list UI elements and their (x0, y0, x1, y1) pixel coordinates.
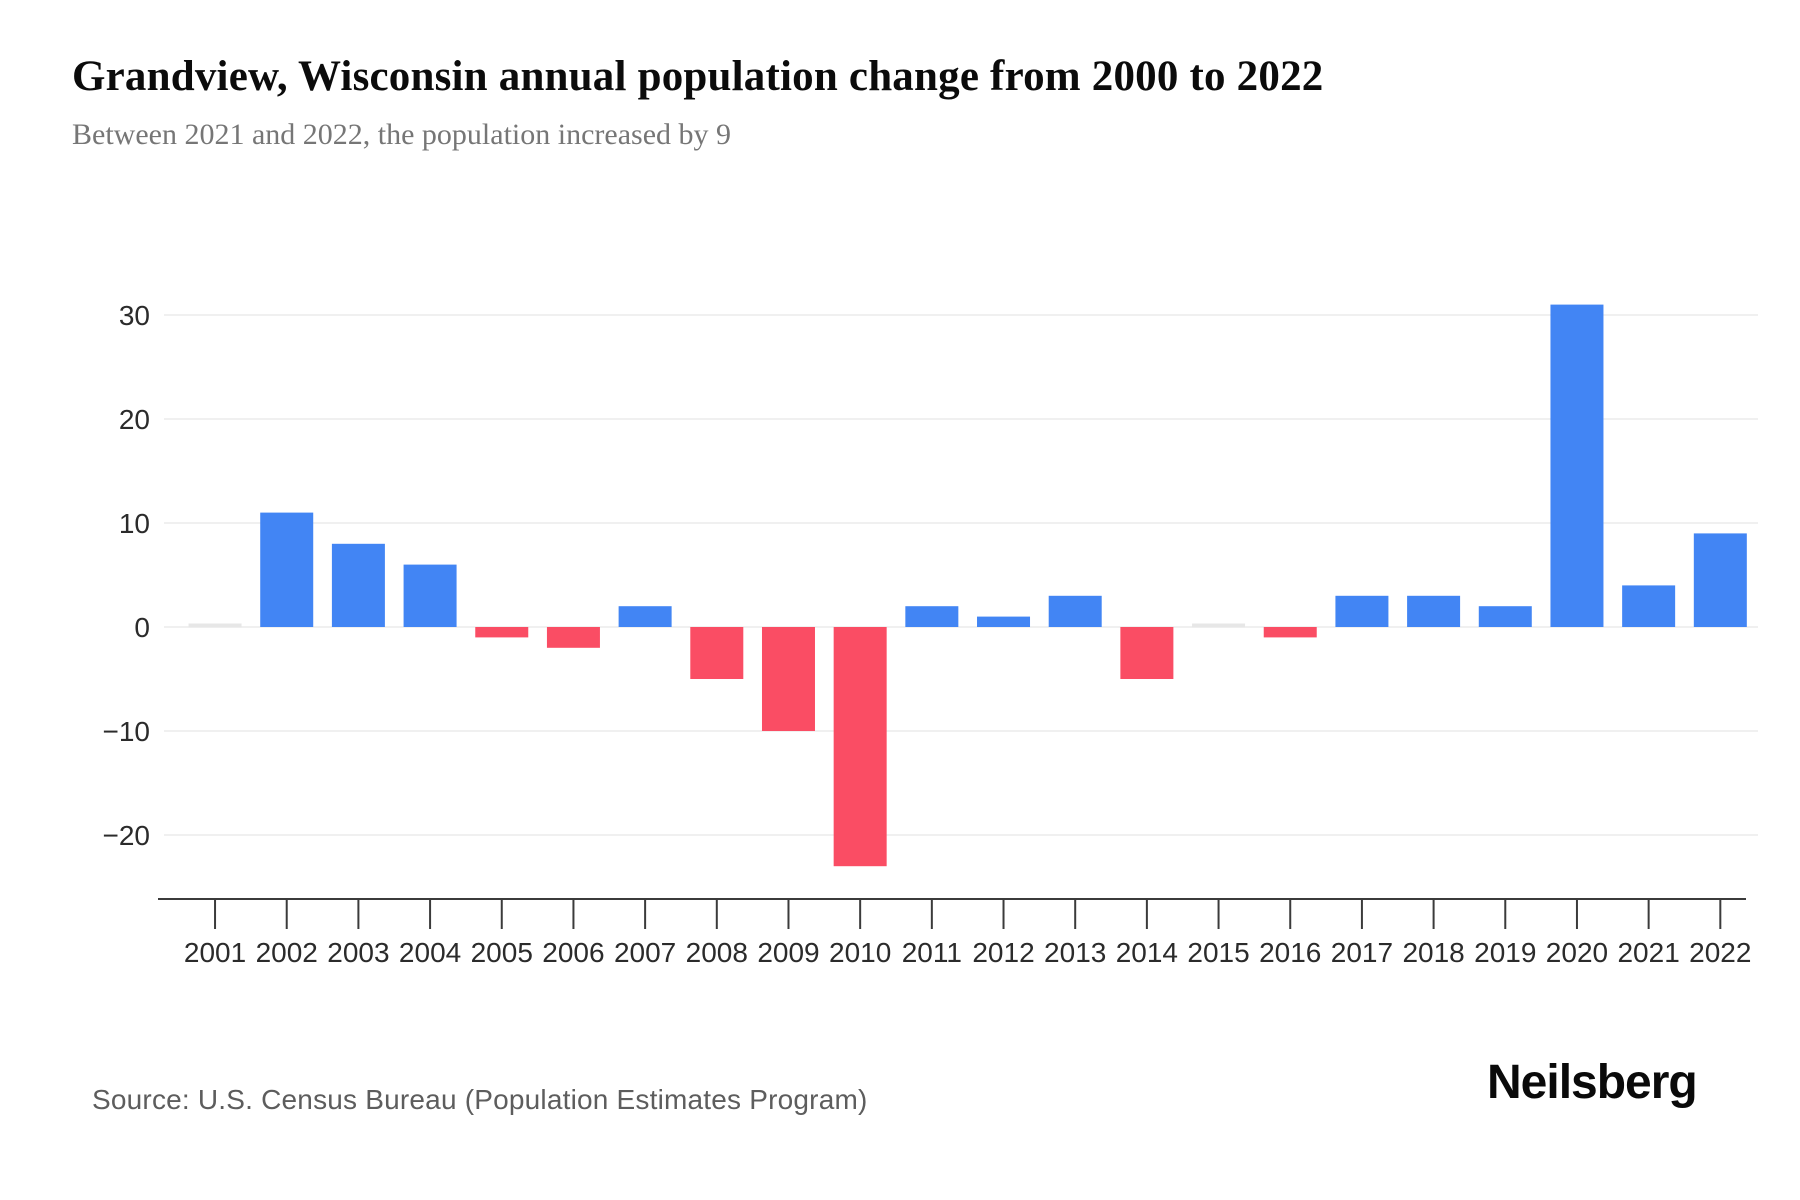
bar-2007[interactable] (618, 606, 672, 627)
x-label-2009: 2009 (757, 937, 819, 968)
bar-2021[interactable] (1622, 585, 1676, 627)
x-label-2001: 2001 (184, 937, 246, 968)
page-title: Grandview, Wisconsin annual population c… (72, 53, 1324, 100)
x-label-2015: 2015 (1187, 937, 1249, 968)
source-note: Source: U.S. Census Bureau (Population E… (92, 1084, 868, 1115)
bar-2012[interactable] (977, 616, 1031, 627)
y-tick-label-30: 30 (119, 300, 150, 331)
bar-2006[interactable] (546, 627, 600, 648)
x-label-2014: 2014 (1116, 937, 1178, 968)
y-tick-label-20: 20 (119, 404, 150, 435)
bar-2019[interactable] (1478, 606, 1532, 627)
bar-2015[interactable] (1192, 623, 1246, 628)
x-label-2021: 2021 (1617, 937, 1679, 968)
x-label-2013: 2013 (1044, 937, 1106, 968)
x-label-2004: 2004 (399, 937, 461, 968)
bar-2022[interactable] (1693, 533, 1747, 627)
x-label-2008: 2008 (686, 937, 748, 968)
brand-logo: Neilsberg (1487, 1056, 1698, 1109)
bar-2005[interactable] (475, 627, 529, 638)
bar-2009[interactable] (761, 627, 815, 731)
bar-2003[interactable] (331, 543, 385, 627)
bar-2016[interactable] (1263, 627, 1317, 638)
x-label-2006: 2006 (542, 937, 604, 968)
x-label-2003: 2003 (327, 937, 389, 968)
bar-2011[interactable] (905, 606, 959, 627)
x-label-2012: 2012 (972, 937, 1034, 968)
page-subtitle: Between 2021 and 2022, the population in… (72, 118, 732, 151)
y-tick-label--10: −10 (103, 716, 151, 747)
bar-2010[interactable] (833, 627, 887, 867)
x-label-2020: 2020 (1546, 937, 1608, 968)
bar-2018[interactable] (1407, 595, 1461, 627)
bar-2017[interactable] (1335, 595, 1389, 627)
bar-2004[interactable] (403, 564, 457, 627)
y-tick-label-10: 10 (119, 508, 150, 539)
x-label-2005: 2005 (471, 937, 533, 968)
bar-2014[interactable] (1120, 627, 1174, 679)
x-label-2016: 2016 (1259, 937, 1321, 968)
y-tick-label-0: 0 (134, 612, 150, 643)
y-tick-label--20: −20 (103, 820, 151, 851)
x-label-2019: 2019 (1474, 937, 1536, 968)
x-label-2011: 2011 (902, 937, 962, 968)
bar-2001[interactable] (188, 623, 242, 628)
bar-2013[interactable] (1048, 595, 1102, 627)
x-label-2002: 2002 (256, 937, 318, 968)
x-label-2022: 2022 (1689, 937, 1751, 968)
bar-2020[interactable] (1550, 304, 1604, 627)
x-label-2010: 2010 (829, 937, 891, 968)
x-label-2007: 2007 (614, 937, 676, 968)
x-label-2018: 2018 (1402, 937, 1464, 968)
x-label-2017: 2017 (1331, 937, 1393, 968)
bar-2008[interactable] (690, 627, 744, 679)
bar-2002[interactable] (260, 512, 314, 627)
